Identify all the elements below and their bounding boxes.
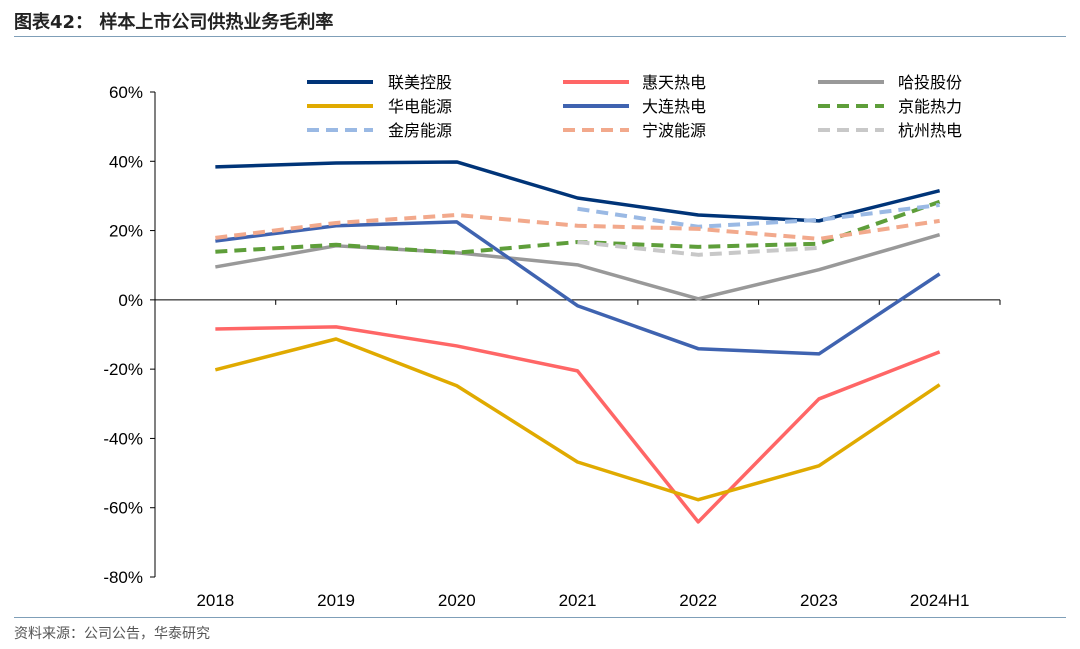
legend-label: 华电能源 [388,98,452,116]
x-tick-label: 2019 [317,591,355,610]
y-tick-label: 0% [118,291,143,310]
series-line-3 [215,233,941,301]
y-tick-label: 60% [109,83,143,102]
series-line-9 [577,240,820,257]
series-line-7 [577,202,940,229]
series-line-5 [215,220,941,356]
y-tick-label: -40% [103,429,143,448]
legend-label: 哈投股份 [898,74,962,92]
footer-divider [14,617,1066,618]
series-line-2 [215,325,941,524]
series-line-1 [215,160,941,223]
series-line-8 [215,212,940,241]
legend-label: 金房能源 [388,122,452,140]
figure-title: 图表42： 样本上市公司供热业务毛利率 [14,12,334,33]
legend-label: 联美控股 [388,74,452,92]
legend-label: 大连热电 [642,98,706,116]
x-tick-label: 2020 [438,591,476,610]
y-tick-label: 20% [109,222,143,241]
y-tick-label: -20% [103,360,143,379]
x-tick-label: 2022 [679,591,717,610]
title-divider [14,36,1066,37]
x-tick-label: 2018 [196,591,234,610]
x-tick-label: 2021 [559,591,597,610]
y-tick-label: 40% [109,152,143,171]
x-tick-label: 2023 [800,591,838,610]
y-tick-label: -60% [103,499,143,518]
legend-label: 京能热力 [898,98,962,116]
x-tick-label: 2024H1 [910,591,970,610]
series-line-4 [214,337,941,502]
source-note: 资料来源：公司公告，华泰研究 [14,626,210,642]
legend-label: 宁波能源 [642,122,706,140]
y-tick-label: -80% [103,568,143,587]
legend-label: 惠天热电 [642,74,706,92]
legend-label: 杭州热电 [898,122,962,140]
